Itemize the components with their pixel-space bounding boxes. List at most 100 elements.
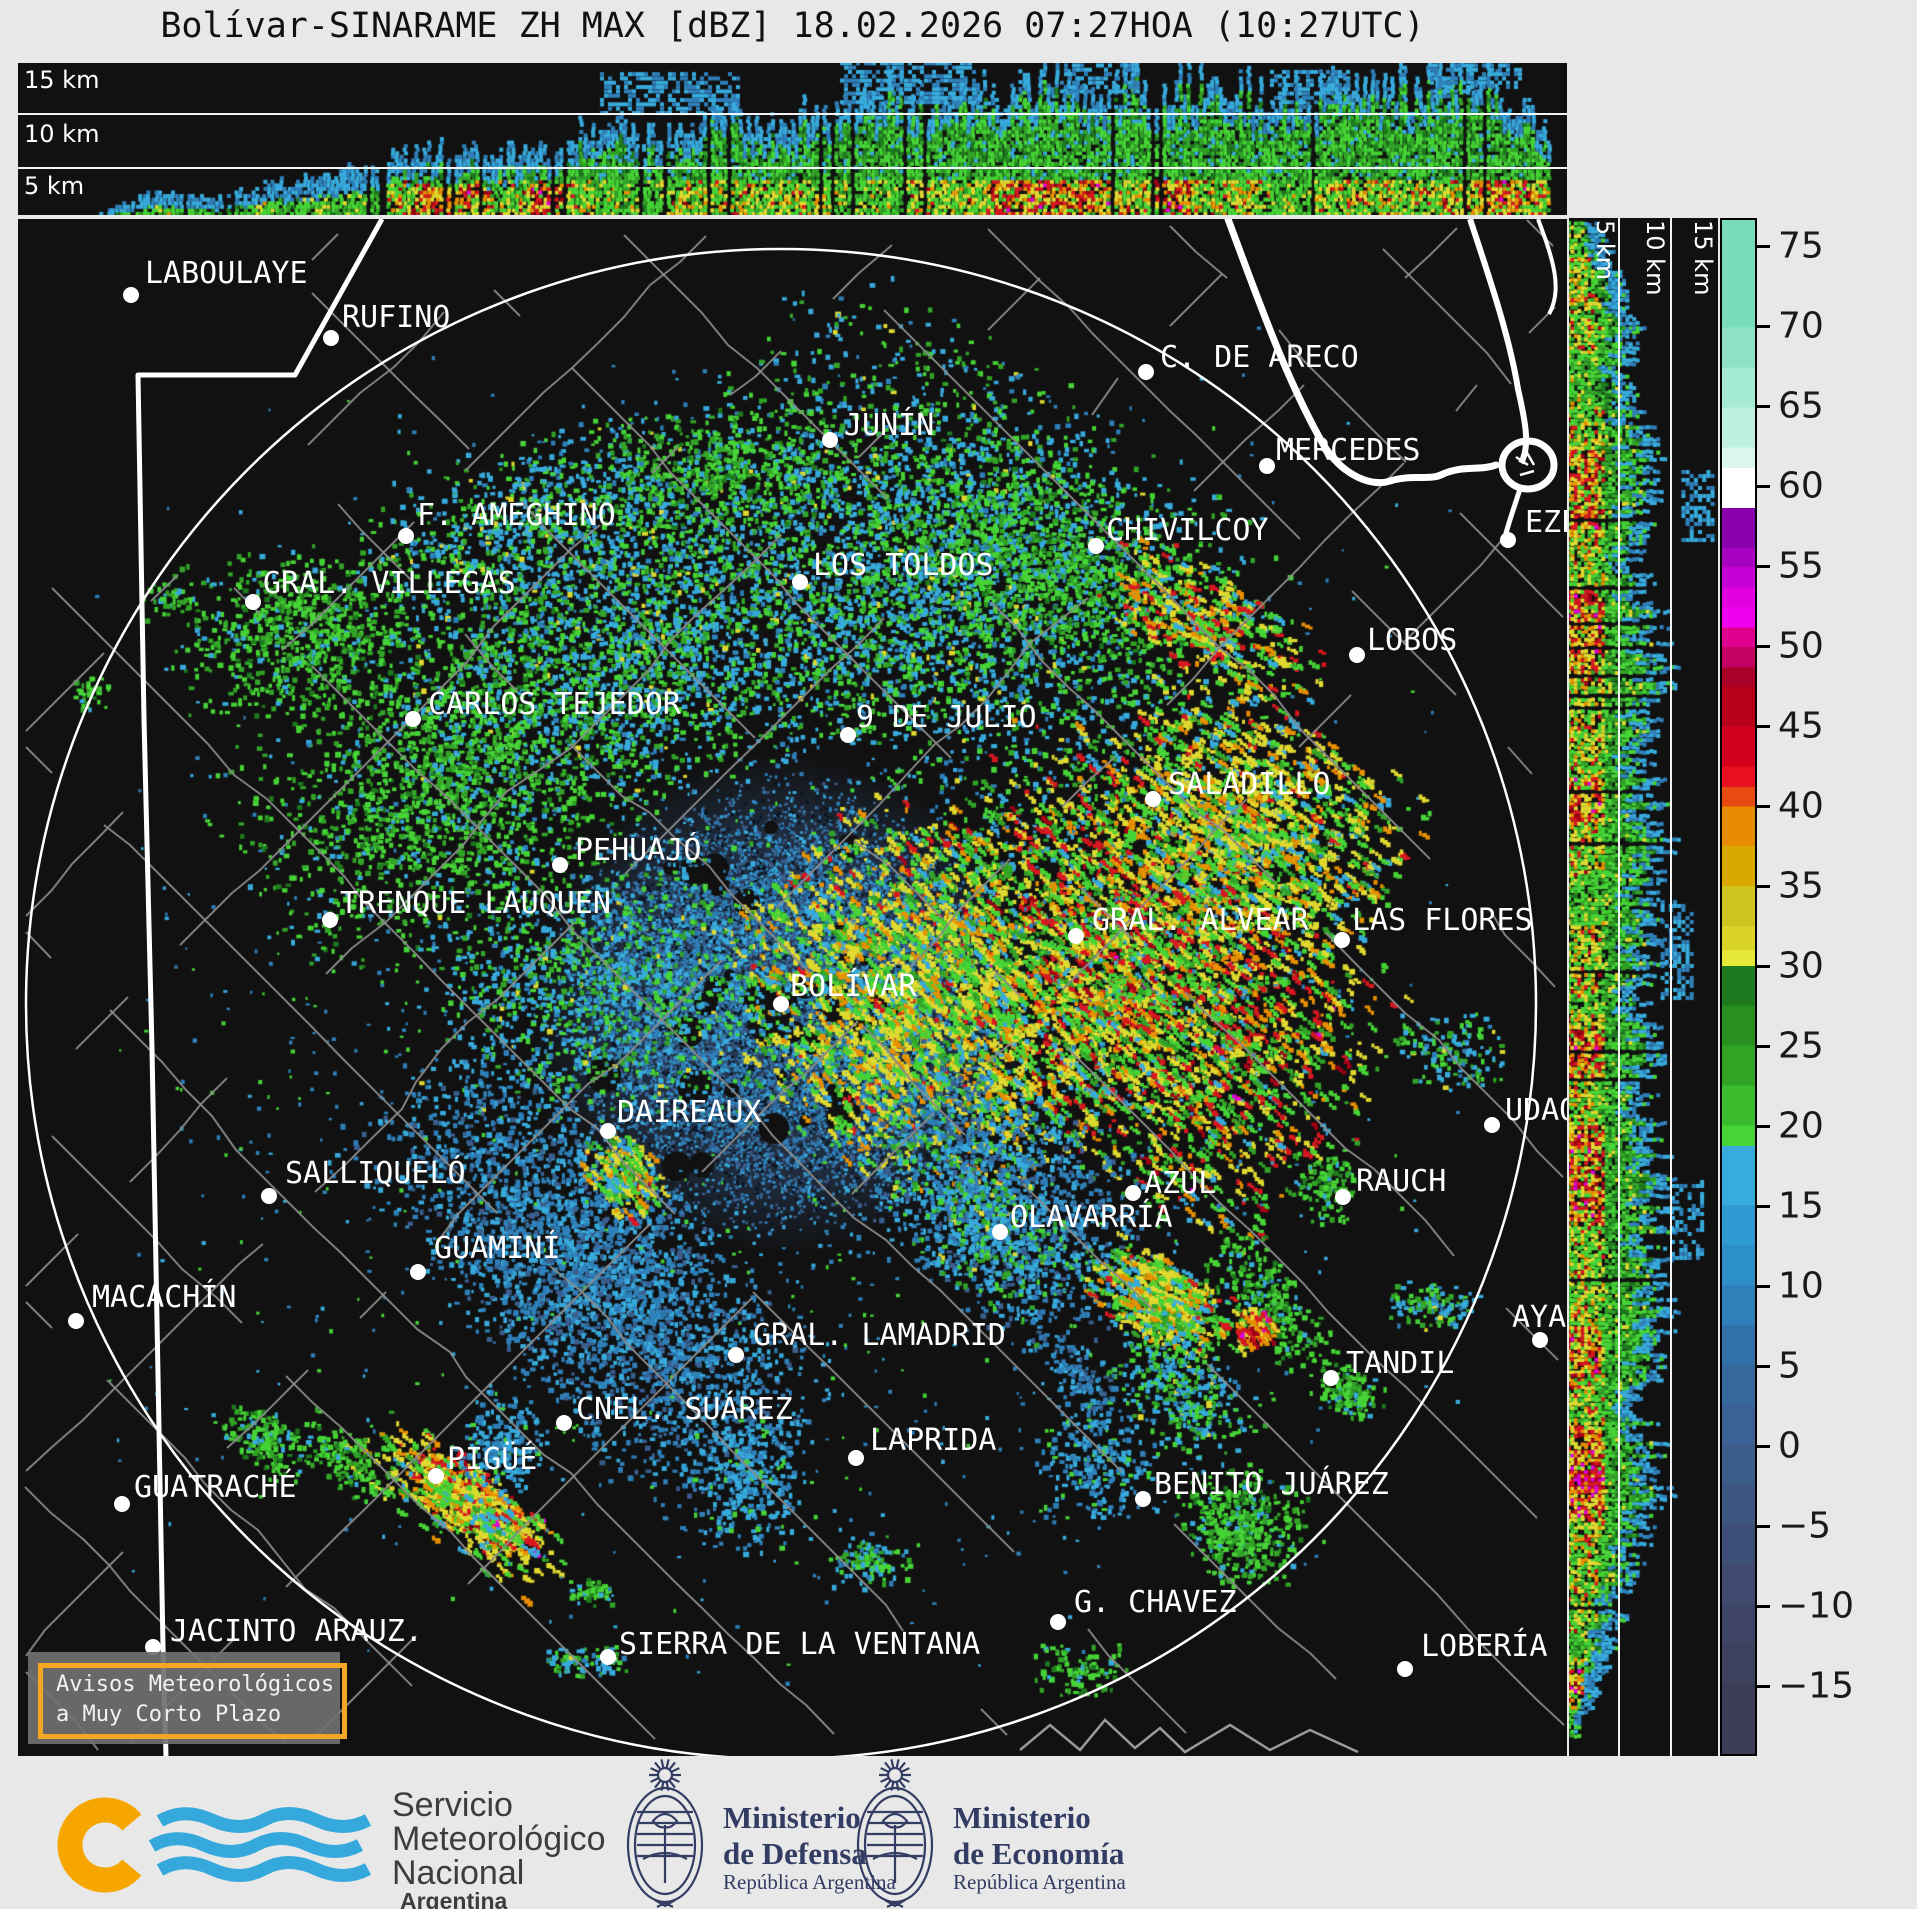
city-dot	[552, 857, 568, 873]
city-label: CHIVILCOY	[1106, 513, 1269, 548]
colorbar-tick	[1757, 404, 1770, 408]
colorbar-tick-label: 60	[1778, 465, 1824, 507]
defensa-line2: de Defensa	[723, 1836, 867, 1871]
warning-line-2: a Muy Corto Plazo	[56, 1702, 282, 1727]
colorbar-tick	[1757, 804, 1770, 808]
city-label: MERCEDES	[1276, 433, 1421, 468]
city-label: LAPRIDA	[870, 1423, 997, 1458]
city-dot	[323, 330, 339, 346]
warning-box-backdrop: Avisos Meteorológicos a Muy Corto Plazo	[28, 1652, 347, 1744]
city-dot	[322, 912, 338, 928]
colorbar-tick	[1757, 1204, 1770, 1208]
right-axis-label-10km: 10 km	[1641, 220, 1669, 296]
colorbar-tick	[1757, 724, 1770, 728]
city-dot	[1323, 1370, 1339, 1386]
colorbar-tick-label: 15	[1778, 1185, 1824, 1227]
city-label: UDAQUIOLA	[1505, 1093, 1567, 1128]
smn-text-line1: Servicio	[392, 1786, 513, 1824]
radar-map-panel[interactable]: LABOULAYE RUFINO C. DE ARECO JUNÍN MERCEDES E…	[18, 219, 1567, 1756]
city-label: JUNÍN	[844, 408, 935, 443]
city-label: GUAMINÍ	[434, 1231, 561, 1266]
city-label: BENITO JUÁREZ	[1154, 1467, 1389, 1502]
right-axis-label-5km: 5 km	[1591, 220, 1619, 281]
colorbar-tick-label: 10	[1778, 1265, 1824, 1307]
city-dot	[1125, 1185, 1141, 1201]
right-cross-section-panel: 5 km 10 km 15 km	[1569, 218, 1718, 1756]
colorbar-tick	[1757, 964, 1770, 968]
colorbar-tick	[1757, 644, 1770, 648]
city-label: LOBOS	[1367, 623, 1458, 658]
city-dot	[1484, 1117, 1500, 1133]
city-dot	[1335, 1189, 1351, 1205]
city-dot	[1349, 647, 1365, 663]
city-label: SALADILLO	[1168, 767, 1331, 802]
city-dot	[1397, 1661, 1413, 1677]
city-label: BOLÍVAR	[790, 969, 917, 1004]
colorbar-tick-label: −10	[1778, 1585, 1854, 1627]
city-dot	[848, 1450, 864, 1466]
city-label: SIERRA DE LA VENTANA	[619, 1627, 981, 1662]
economia-line1: Ministerio	[953, 1800, 1091, 1835]
city-dot	[1145, 791, 1161, 807]
colorbar-tick	[1757, 1604, 1770, 1608]
city-dot	[1088, 538, 1104, 554]
footer-logos-svg	[57, 1759, 934, 1908]
city-dot	[1532, 1332, 1548, 1348]
colorbar-tick	[1757, 564, 1770, 568]
city-dot	[114, 1496, 130, 1512]
top-panel-5km-gridline	[18, 167, 1567, 169]
colorbar-tick-label: 75	[1778, 225, 1824, 267]
colorbar-tick-label: −5	[1778, 1505, 1832, 1547]
colorbar-tick-label: 0	[1778, 1425, 1801, 1467]
city-dot	[68, 1313, 84, 1329]
city-label: TRENQUE LAUQUEN	[340, 886, 611, 921]
city-label: F. AMEGHINO	[417, 498, 616, 533]
colorbar-tick	[1757, 244, 1770, 248]
city-dot	[728, 1347, 744, 1363]
city-label: GRAL. ALVEAR	[1092, 903, 1309, 938]
city-label: G. CHAVEZ	[1074, 1585, 1237, 1620]
smn-logo-icon	[57, 1797, 372, 1893]
city-dot	[992, 1224, 1008, 1240]
colorbar-tick	[1757, 484, 1770, 488]
city-label: RAUCH	[1356, 1164, 1447, 1199]
colorbar-tick	[1757, 1684, 1770, 1688]
city-label: OLAVARRÍA	[1010, 1200, 1173, 1235]
city-label: PIGÜÉ	[447, 1442, 538, 1477]
city-dot	[410, 1264, 426, 1280]
colorbar-tick	[1757, 884, 1770, 888]
city-label: TANDIL	[1346, 1346, 1455, 1381]
colorbar-tick	[1757, 1524, 1770, 1528]
top-cross-section-canvas	[18, 63, 1567, 215]
top-axis-label-10km: 10 km	[24, 120, 100, 148]
colorbar-tick-label: 45	[1778, 705, 1824, 747]
city-label: AZUL	[1144, 1166, 1217, 1201]
city-label: GRAL. LAMADRID	[753, 1318, 1006, 1353]
colorbar-tick-label: 70	[1778, 305, 1824, 347]
colorbar-tick	[1757, 1044, 1770, 1048]
economia-line2: de Economía	[953, 1836, 1125, 1871]
city-label: GUATRACHÉ	[134, 1470, 297, 1505]
city-dot	[1050, 1614, 1066, 1630]
city-dot	[840, 727, 856, 743]
page-title: Bolívar-SINARAME ZH MAX [dBZ] 18.02.2026…	[160, 6, 1425, 46]
colorbar-tick-label: 65	[1778, 385, 1824, 427]
footer: Servicio Meteorológico Nacional Argentin…	[0, 1757, 1917, 1909]
dbz-colorbar	[1720, 218, 1757, 1756]
city-dot	[1500, 532, 1516, 548]
city-dot	[245, 594, 261, 610]
warning-box[interactable]: Avisos Meteorológicos a Muy Corto Plazo	[38, 1663, 347, 1739]
colorbar-tick-label: 25	[1778, 1025, 1824, 1067]
warning-line-1: Avisos Meteorológicos	[56, 1672, 335, 1697]
city-label: LOBERÍA	[1421, 1629, 1548, 1664]
city-dot	[600, 1123, 616, 1139]
city-dot	[398, 528, 414, 544]
colorbar-tick-label: 55	[1778, 545, 1824, 587]
city-dot	[600, 1649, 616, 1665]
city-label: CNEL. SUÁREZ	[576, 1392, 793, 1427]
city-dot	[822, 432, 838, 448]
city-label: PEHUAJÓ	[575, 833, 702, 868]
defensa-line1: Ministerio	[723, 1800, 861, 1835]
colorbar-tick-label: 30	[1778, 945, 1824, 987]
